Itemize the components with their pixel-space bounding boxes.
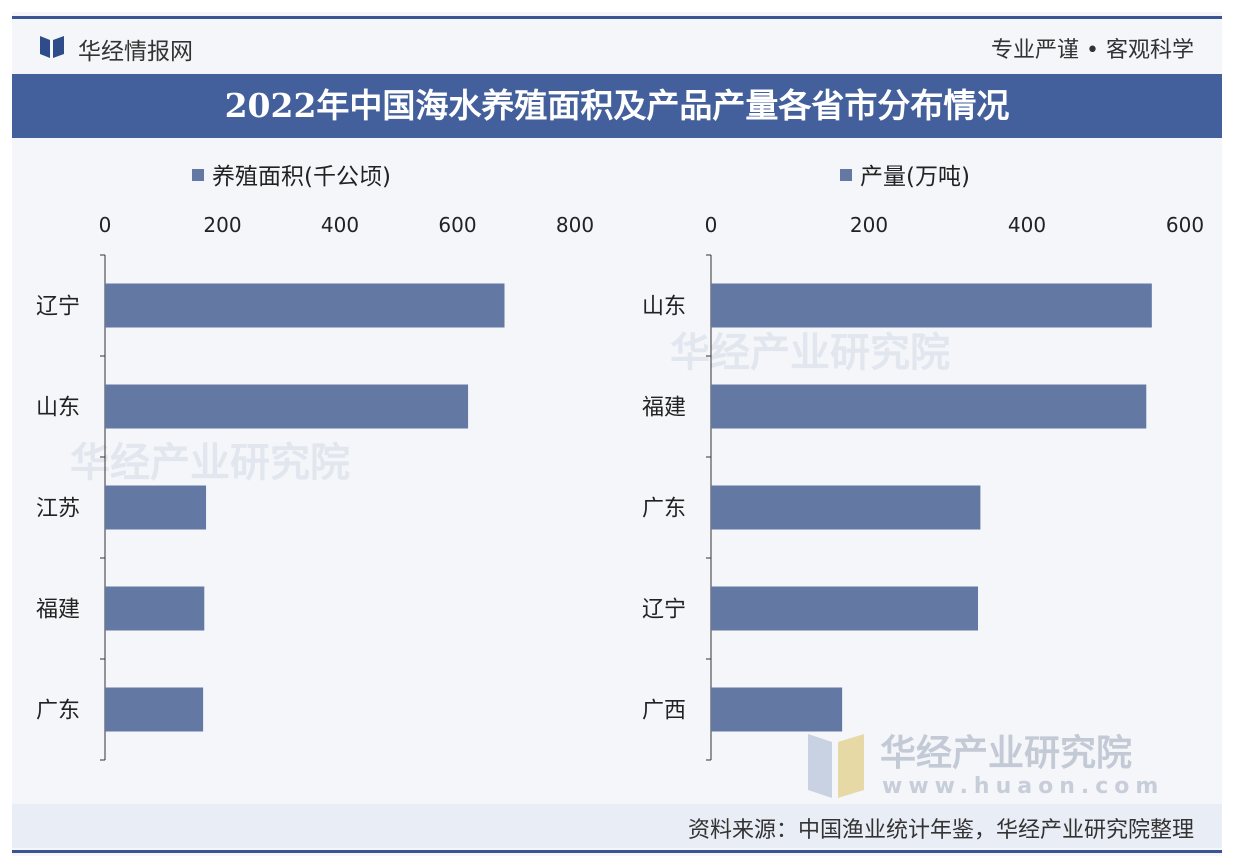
bar	[711, 586, 979, 631]
legend-swatch	[840, 169, 852, 181]
brand-name: 华经情报网	[78, 39, 193, 65]
x-tick-label: 0	[705, 213, 718, 237]
watermark-url: www.huaon.com	[882, 774, 1165, 799]
bar	[711, 384, 1147, 429]
title-band: 2022年中国海水养殖面积及产品产量各省市分布情况	[12, 74, 1222, 138]
category-label: 福建	[642, 396, 686, 421]
category-label: 辽宁	[36, 295, 80, 320]
x-tick-label: 800	[556, 213, 594, 237]
x-tick-label: 200	[203, 213, 241, 237]
huajing-logo-icon	[40, 36, 64, 58]
category-label: 广东	[36, 699, 80, 724]
x-tick-label: 600	[1166, 213, 1204, 237]
category-label: 广东	[642, 497, 686, 522]
category-label: 山东	[642, 295, 686, 320]
bar	[711, 485, 981, 530]
x-tick-label: 0	[99, 213, 112, 237]
chart-title: 2022年中国海水养殖面积及产品产量各省市分布情况	[224, 86, 1010, 125]
bottom-rule	[12, 850, 1222, 853]
legend-swatch	[192, 169, 204, 181]
bar	[105, 586, 205, 631]
x-tick-label: 400	[321, 213, 359, 237]
top-rule	[12, 16, 1222, 19]
bar	[711, 283, 1152, 328]
category-label: 广西	[642, 699, 686, 724]
data-source: 资料来源：中国渔业统计年鉴，华经产业研究院整理	[687, 818, 1194, 843]
watermark-brand: 华经产业研究院	[880, 733, 1133, 774]
slogan: 专业严谨 • 客观科学	[991, 38, 1194, 63]
bar	[105, 485, 207, 530]
legend-label: 养殖面积(千公顷)	[212, 164, 391, 190]
bar	[105, 687, 204, 732]
bar	[105, 384, 469, 429]
x-tick-label: 600	[438, 213, 476, 237]
x-tick-label: 200	[850, 213, 888, 237]
category-label: 江苏	[36, 497, 80, 522]
header: 华经情报网 专业严谨 • 客观科学	[12, 22, 1222, 72]
chart-frame	[12, 12, 1222, 856]
category-label: 福建	[36, 598, 80, 623]
category-label: 山东	[36, 396, 80, 421]
x-tick-label: 400	[1008, 213, 1046, 237]
category-label: 辽宁	[642, 598, 686, 623]
bar	[105, 283, 505, 328]
watermark-logo-icon	[808, 734, 864, 798]
legend-label: 产量(万吨)	[860, 164, 970, 190]
bar	[711, 687, 843, 732]
footer: 资料来源：中国渔业统计年鉴，华经产业研究院整理	[12, 804, 1222, 848]
